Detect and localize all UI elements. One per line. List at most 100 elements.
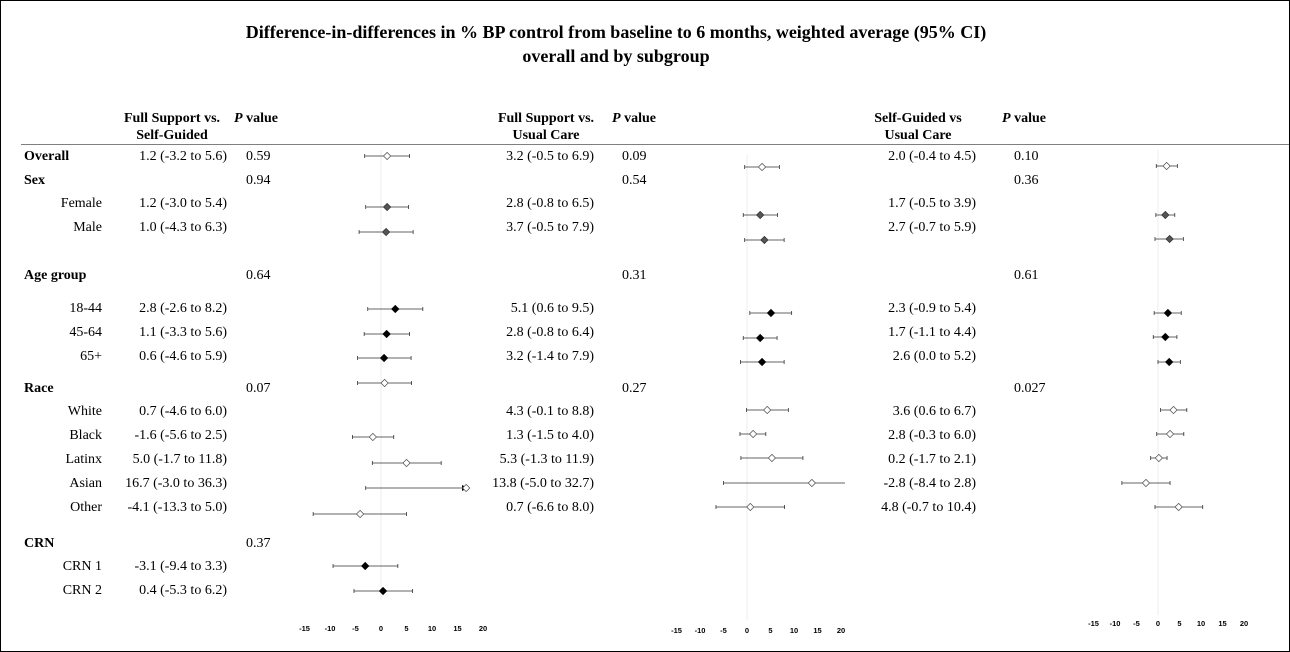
estimate-cell: 1.1 (-3.3 to 5.6) [139,325,227,340]
axis-tick-label: -10 [1110,619,1121,628]
point-estimate-marker [382,202,392,212]
point-estimate-marker [755,210,765,220]
column-header-self-vs-usual: Self-Guided vs Usual Care [858,110,978,144]
pvalue-cell: 0.27 [622,381,647,396]
estimate-cell: 2.3 (-0.9 to 5.4) [888,301,976,316]
column-header-line-2: Usual Care [512,128,580,143]
axis-tick-label: 10 [1197,619,1205,628]
estimate-cell: 2.0 (-0.4 to 4.5) [888,149,976,164]
forest-panel: -15 -10 -5 0 5 10 15 20 [1088,150,1248,628]
pvalue-header-p: P [1002,111,1011,126]
axis-tick-label: -10 [695,626,706,635]
pvalue-header-p: P [612,111,621,126]
point-estimate-marker [767,453,777,463]
estimate-cell: 1.3 (-1.5 to 4.0) [506,428,594,443]
estimate-cell: 1.0 (-4.3 to 6.3) [139,220,227,235]
row-label: Black [69,428,102,443]
axis-tick-label: 15 [813,626,821,635]
point-estimate-marker [378,586,388,596]
estimate-cell: 2.8 (-2.6 to 8.2) [139,301,227,316]
row-label: Other [70,500,102,515]
axis-tick-label: 5 [768,626,772,635]
axis-tick-label: 0 [379,624,383,633]
axis-tick-label: -5 [352,624,359,633]
estimate-cell: 3.2 (-1.4 to 7.9) [506,349,594,364]
estimate-cell: -1.6 (-5.6 to 2.5) [134,428,227,443]
estimate-cell: 2.8 (-0.3 to 6.0) [888,428,976,443]
pvalue-cell: 0.64 [246,268,271,283]
pvalue-cell: 0.10 [1014,149,1039,164]
point-estimate-marker [763,405,772,415]
estimate-cell: 2.8 (-0.8 to 6.5) [506,196,594,211]
point-estimate-marker [462,483,471,493]
estimate-cell: 4.3 (-0.1 to 8.8) [506,404,594,419]
axis-tick-label: -15 [299,624,310,633]
column-header-line-2: Usual Care [884,128,952,143]
axis-tick-label: -15 [1088,619,1099,628]
estimate-cell: 2.7 (-0.7 to 5.9) [888,220,976,235]
estimate-cell: 4.8 (-0.7 to 10.4) [881,500,976,515]
estimate-cell: 0.7 (-4.6 to 6.0) [139,404,227,419]
point-estimate-marker [757,162,767,172]
row-label: Race [24,381,54,396]
column-header-full-vs-self: Full Support vs. Self-Guided [112,110,232,144]
row-label: 65+ [80,349,102,364]
row-label: Male [73,220,102,235]
point-estimate-marker [757,357,767,367]
point-estimate-marker [1161,332,1170,342]
pvalue-cell: 0.36 [1014,173,1039,188]
point-estimate-marker [391,304,400,314]
estimate-cell: 5.3 (-1.3 to 11.9) [499,452,594,467]
axis-tick-label: 10 [428,624,436,633]
row-label: CRN 2 [62,583,102,598]
estimate-cell: 0.7 (-6.6 to 8.0) [506,500,594,515]
row-label: CRN [24,536,55,551]
row-label: Asian [69,476,102,491]
point-estimate-marker [1163,308,1173,318]
pvalue-header-3: P value [1002,110,1046,127]
axis-tick-label: -5 [1133,619,1140,628]
point-estimate-marker [368,432,378,442]
axis-tick-label: 20 [1240,619,1248,628]
row-label: Age group [24,268,87,283]
estimate-cell: 1.7 (-1.1 to 4.4) [888,325,976,340]
estimate-cell: -4.1 (-13.3 to 5.0) [127,500,227,515]
estimate-cell: 5.0 (-1.7 to 11.8) [132,452,227,467]
point-estimate-marker [1161,210,1170,220]
row-label: Female [60,196,102,211]
pvalue-cell: 0.54 [622,173,647,188]
axis-tick-label: 10 [790,626,798,635]
row-label: Sex [24,173,45,188]
estimate-cell: 13.8 (-5.0 to 32.7) [492,476,594,491]
point-estimate-marker [807,478,817,488]
axis-tick-label: 15 [453,624,461,633]
axis-tick-label: 0 [1156,619,1160,628]
axis-tick-label: 15 [1218,619,1226,628]
title-line-2: overall and by subgroup [522,46,710,66]
point-estimate-marker [381,227,391,237]
estimate-cell: -3.1 (-9.4 to 3.3) [134,559,227,574]
estimate-cell: -2.8 (-8.4 to 2.8) [883,476,976,491]
point-estimate-marker [766,308,776,318]
axis-tick-label: 20 [837,626,845,635]
estimate-cell: 16.7 (-3.0 to 36.3) [125,476,227,491]
column-header-full-vs-usual: Full Support vs. Usual Care [484,110,608,144]
point-estimate-marker [361,561,370,571]
point-estimate-marker [382,329,391,339]
estimate-cell: 2.8 (-0.8 to 6.4) [506,325,594,340]
pvalue-header-1: P value [234,110,278,127]
point-estimate-marker [1141,478,1151,488]
pvalue-header-rest: value [620,111,656,126]
point-estimate-marker [1165,429,1175,439]
point-estimate-marker [1162,161,1171,171]
estimate-cell: 1.2 (-3.0 to 5.4) [139,196,227,211]
row-label: White [67,404,102,419]
pvalue-cell: 0.31 [622,268,647,283]
estimate-cell: 0.2 (-1.7 to 2.1) [888,452,976,467]
forest-panel: -15 -10 -5 0 5 10 15 20 [671,155,845,635]
column-header-line-2: Self-Guided [136,128,208,143]
pvalue-header-rest: value [242,111,278,126]
point-estimate-marker [355,509,365,519]
point-estimate-marker [760,235,769,245]
